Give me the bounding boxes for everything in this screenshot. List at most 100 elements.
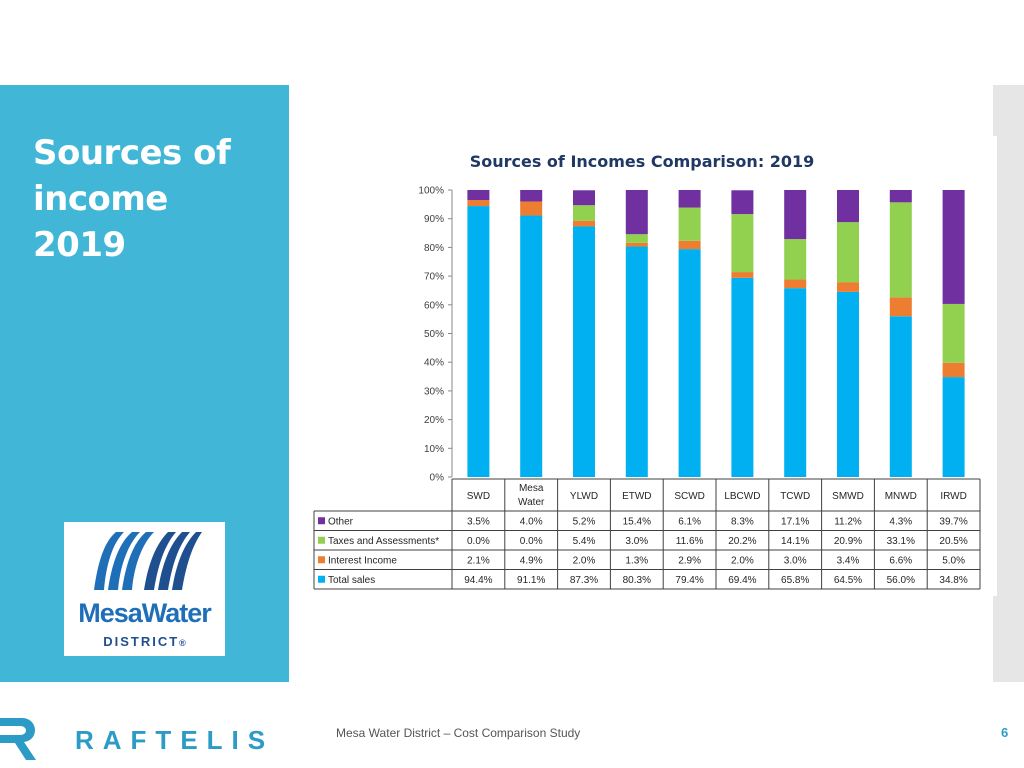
page-number: 6	[1001, 725, 1009, 740]
bar-segment	[625, 242, 648, 247]
table-cell: 8.3%	[731, 516, 754, 527]
bar-segment	[837, 222, 859, 283]
legend-label: Total sales	[328, 575, 375, 586]
legend-key	[318, 575, 325, 583]
y-tick-label: 10%	[424, 444, 444, 455]
income-sources-chart: Sources of Incomes Comparison: 2019 0% 10…	[313, 152, 981, 590]
logo-word-mesa: Mesa	[78, 598, 143, 628]
bar-segment	[573, 220, 595, 227]
logo-registered: ®	[179, 638, 186, 648]
bar-segment	[678, 240, 701, 250]
table-cell: 17.1%	[781, 516, 809, 527]
bar-segment	[731, 214, 754, 273]
table-cell: 39.7%	[939, 516, 967, 527]
table-cell: 2.0%	[573, 555, 596, 566]
bar-segment	[467, 190, 490, 201]
table-cell: 0.0%	[467, 536, 490, 547]
table-cell: 4.0%	[520, 516, 543, 527]
bar-segment	[678, 207, 701, 241]
table-cell: 3.0%	[784, 555, 807, 566]
table-cell: 3.5%	[467, 516, 490, 527]
table-header-label: ETWD	[622, 491, 651, 502]
table-cell: 5.0%	[942, 555, 965, 566]
y-tick-label: 0%	[430, 473, 445, 484]
bar-segment	[573, 205, 595, 221]
legend-label: Taxes and Assessments*	[328, 536, 439, 547]
bar-segment	[467, 200, 490, 207]
title-line: Sources of	[33, 133, 231, 173]
table-cell: 87.3%	[570, 575, 598, 586]
raftelis-r-icon	[0, 718, 36, 760]
bar-segment	[625, 234, 648, 243]
title-line: income	[33, 179, 168, 219]
raftelis-logo: RAFTELIS	[0, 718, 274, 760]
bar-segment	[467, 206, 490, 477]
bar-segment	[625, 246, 648, 477]
table-header-label: YLWD	[570, 491, 598, 502]
table-cell: 5.2%	[573, 516, 596, 527]
legend-label: Other	[328, 516, 354, 527]
legend-key	[318, 517, 325, 525]
table-cell: 1.3%	[625, 555, 648, 566]
bar-segment	[731, 272, 754, 278]
table-cell: 80.3%	[623, 575, 651, 586]
table-cell: 20.2%	[728, 536, 756, 547]
table-header-label: LBCWD	[724, 491, 760, 502]
table-cell: 20.5%	[939, 536, 967, 547]
table-header-label: SCWD	[674, 491, 705, 502]
bar-segment	[573, 226, 595, 477]
table-cell: 64.5%	[834, 575, 862, 586]
table-cell: 56.0%	[887, 575, 915, 586]
bar-segment	[837, 190, 859, 223]
table-cell: 0.0%	[520, 536, 543, 547]
logo-wordmark: MesaWater	[64, 598, 225, 629]
table-cell: 79.4%	[675, 575, 703, 586]
bar-segment	[889, 297, 912, 317]
bar-segment	[678, 190, 701, 208]
legend-label: Interest Income	[328, 555, 397, 566]
footer-text: Mesa Water District – Cost Comparison St…	[336, 726, 581, 740]
table-cell: 2.1%	[467, 555, 490, 566]
table-cell: 14.1%	[781, 536, 809, 547]
table-cell: 69.4%	[728, 575, 756, 586]
right-decor-strip	[993, 85, 1024, 682]
bar-segment	[784, 190, 807, 240]
y-tick-label: 70%	[424, 272, 444, 283]
y-tick-label: 20%	[424, 415, 444, 426]
chart-title: Sources of Incomes Comparison: 2019	[470, 152, 815, 171]
bar-segment	[942, 362, 965, 378]
wave-logo-icon	[94, 532, 202, 590]
table-cell: 94.4%	[464, 575, 492, 586]
table-cell: 33.1%	[887, 536, 915, 547]
table-header-label: Mesa	[519, 483, 544, 494]
bar-segment	[731, 190, 754, 215]
data-table: SWD Mesa Water YLWD ETWD SCWD LBCWD TCWD SMWD MNW…	[313, 478, 981, 590]
table-cell: 65.8%	[781, 575, 809, 586]
y-tick-label: 50%	[424, 329, 444, 340]
table-cell: 6.1%	[678, 516, 701, 527]
table-cell: 15.4%	[623, 516, 651, 527]
legend-key	[318, 556, 325, 564]
bar-segment	[573, 190, 595, 206]
bar-segment	[889, 316, 912, 477]
bar-segment	[837, 282, 859, 292]
bar-segment	[942, 190, 965, 304]
bar-segment	[889, 190, 912, 203]
raftelis-wordmark: RAFTELIS	[75, 725, 274, 755]
y-tick-label: 60%	[424, 300, 444, 311]
table-cell: 34.8%	[939, 575, 967, 586]
bar-segment	[625, 190, 648, 235]
table-cell: 3.0%	[625, 536, 648, 547]
mesa-water-logo: MesaWater DISTRICT®	[64, 522, 225, 656]
table-cell: 11.6%	[676, 536, 704, 547]
table-cell: 3.4%	[837, 555, 860, 566]
table-header-label: SMWD	[832, 491, 864, 502]
bar-segment	[678, 249, 701, 477]
table-cell: 2.0%	[731, 555, 754, 566]
table-cell: 20.9%	[834, 536, 862, 547]
table-cell: 4.3%	[889, 516, 912, 527]
bar-segment	[520, 190, 543, 202]
bar-segment	[889, 202, 912, 298]
bar-segment	[942, 377, 965, 477]
